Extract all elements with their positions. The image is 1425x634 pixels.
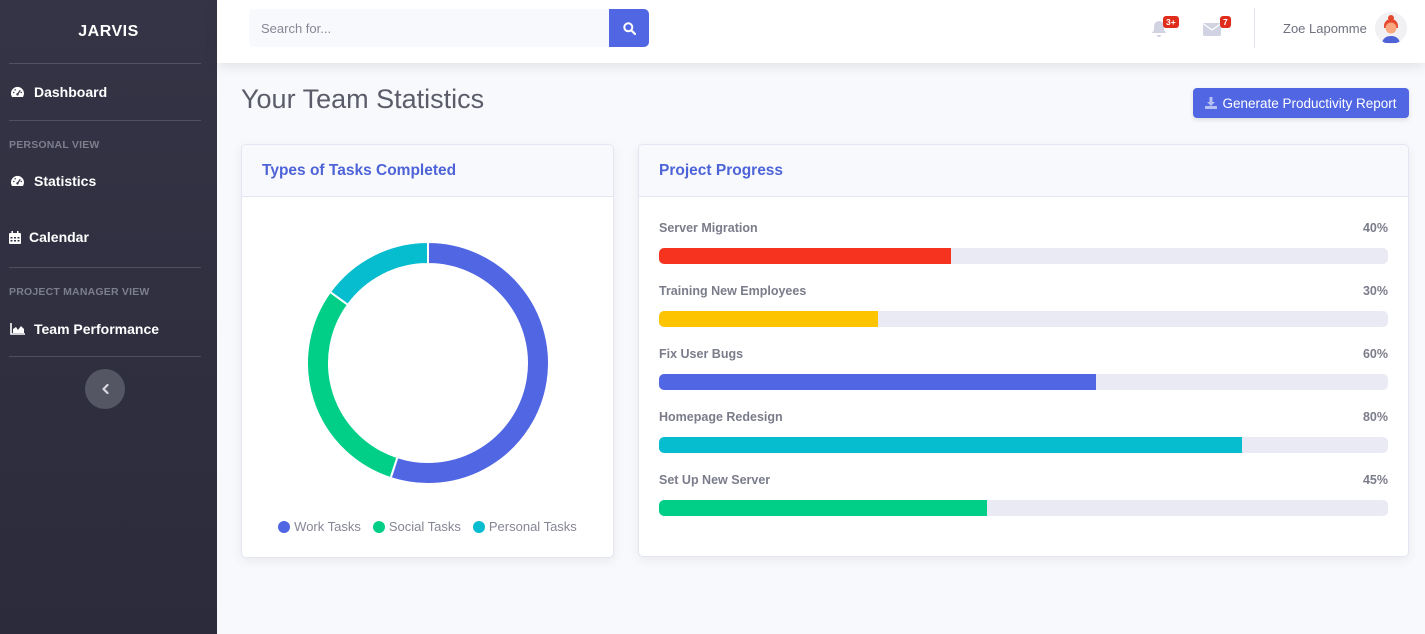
sidebar-divider	[9, 120, 201, 121]
donut-slice-social-tasks[interactable]	[306, 290, 399, 480]
progress-header: Training New Employees 30%	[659, 278, 1388, 303]
progress-bar	[659, 437, 1388, 453]
progress-bar	[659, 311, 1388, 327]
sidebar: JARVIS Dashboard PERSONAL VIEW Statistic…	[0, 0, 217, 634]
legend-swatch	[372, 520, 385, 533]
brand-logo[interactable]: JARVIS	[78, 22, 139, 40]
progress-header: Homepage Redesign 80%	[659, 404, 1388, 429]
donut-slice-personal-tasks[interactable]	[328, 240, 429, 307]
sidebar-item-label: Calendar	[29, 229, 89, 245]
sidebar-item-calendar[interactable]: Calendar	[0, 207, 217, 267]
user-menu[interactable]: Zoe Lapomme	[1283, 11, 1407, 45]
progress-bar-fill	[659, 437, 1243, 453]
sidebar-item-dashboard[interactable]: Dashboard	[0, 64, 217, 120]
download-icon	[1205, 97, 1218, 109]
donut-chart	[306, 240, 550, 485]
sidebar-item-label: Statistics	[34, 173, 97, 189]
card-header: Project Progress	[639, 145, 1408, 197]
bell-icon	[1151, 20, 1167, 38]
avatar	[1374, 12, 1407, 44]
calendar-icon	[9, 229, 21, 245]
project-name: Server Migration	[659, 220, 758, 235]
tachometer-icon	[9, 84, 25, 100]
search-bar	[249, 9, 649, 47]
legend-label: Work Tasks	[294, 519, 361, 534]
legend-item[interactable]: Personal Tasks	[472, 519, 577, 534]
project-name: Homepage Redesign	[659, 409, 783, 424]
progress-header: Fix User Bugs 60%	[659, 341, 1388, 366]
project-progress-card: Project Progress Server Migration 40% Trai…	[638, 144, 1409, 557]
sidebar-divider	[9, 63, 201, 64]
sidebar-toggle-button[interactable]	[85, 369, 125, 409]
tachometer-icon	[9, 173, 25, 189]
project-percent: 40%	[1362, 220, 1388, 235]
sidebar-item-label: Dashboard	[34, 84, 108, 100]
messages-button[interactable]: 7	[1203, 16, 1231, 42]
messages-count-badge: 7	[1220, 16, 1231, 28]
progress-header: Set Up New Server 45%	[659, 467, 1388, 492]
progress-item: Fix User Bugs 60%	[659, 341, 1388, 404]
sidebar-divider	[9, 356, 201, 357]
progress-item: Set Up New Server 45%	[659, 467, 1388, 530]
progress-bar	[659, 500, 1388, 516]
search-icon	[622, 21, 636, 35]
topbar: 3+ 7 Zoe Lapomme	[217, 0, 1425, 63]
sidebar-item-label: Team Performance	[34, 321, 160, 337]
generate-report-label: Generate Productivity Report	[1222, 95, 1397, 111]
legend-label: Social Tasks	[388, 519, 461, 534]
progress-bar-fill	[659, 248, 951, 264]
project-percent: 80%	[1362, 409, 1388, 424]
progress-bar	[659, 374, 1388, 390]
project-name: Training New Employees	[659, 283, 807, 298]
chevron-left-icon	[101, 384, 109, 394]
user-name: Zoe Lapomme	[1283, 20, 1367, 36]
progress-item: Server Migration 40%	[659, 215, 1388, 278]
legend-swatch	[278, 520, 291, 533]
progress-bar	[659, 248, 1388, 264]
page-title: Your Team Statistics	[241, 84, 485, 114]
project-percent: 45%	[1362, 472, 1388, 487]
legend-label: Personal Tasks	[488, 519, 577, 534]
progress-item: Training New Employees 30%	[659, 278, 1388, 341]
search-button[interactable]	[609, 9, 649, 47]
topbar-divider	[1254, 8, 1255, 48]
legend-item[interactable]: Social Tasks	[372, 519, 461, 534]
project-percent: 60%	[1362, 346, 1388, 361]
alerts-button[interactable]: 3+	[1151, 16, 1179, 42]
sidebar-divider	[9, 267, 201, 268]
card-title: Types of Tasks Completed	[262, 161, 457, 179]
sidebar-heading-manager: PROJECT MANAGER VIEW	[9, 286, 150, 298]
generate-report-button[interactable]: Generate Productivity Report	[1193, 88, 1409, 118]
progress-bar-fill	[659, 311, 878, 327]
area-chart-icon	[9, 321, 25, 337]
progress-bar-fill	[659, 374, 1097, 390]
progress-item: Homepage Redesign 80%	[659, 404, 1388, 467]
sidebar-heading-personal: PERSONAL VIEW	[9, 139, 100, 151]
progress-bar-fill	[659, 500, 988, 516]
project-name: Set Up New Server	[659, 472, 771, 487]
search-input[interactable]	[249, 9, 609, 47]
donut-slice-work-tasks[interactable]	[389, 240, 550, 485]
card-header: Types of Tasks Completed	[242, 145, 613, 197]
sidebar-item-team-performance[interactable]: Team Performance	[0, 302, 217, 356]
alerts-count-badge: 3+	[1163, 16, 1179, 28]
project-name: Fix User Bugs	[659, 346, 744, 361]
sidebar-item-statistics[interactable]: Statistics	[0, 155, 217, 207]
donut-chart-area	[242, 197, 613, 507]
legend-item[interactable]: Work Tasks	[278, 519, 361, 534]
project-percent: 30%	[1362, 283, 1388, 298]
progress-list: Server Migration 40% Training New Employee…	[639, 197, 1408, 530]
tasks-chart-card: Types of Tasks Completed Work Tasks Socia…	[241, 144, 614, 558]
legend-swatch	[472, 520, 485, 533]
chart-legend: Work Tasks Social Tasks Personal Tasks	[242, 519, 613, 534]
progress-header: Server Migration 40%	[659, 215, 1388, 240]
card-title: Project Progress	[659, 161, 784, 179]
envelope-icon	[1203, 23, 1221, 36]
